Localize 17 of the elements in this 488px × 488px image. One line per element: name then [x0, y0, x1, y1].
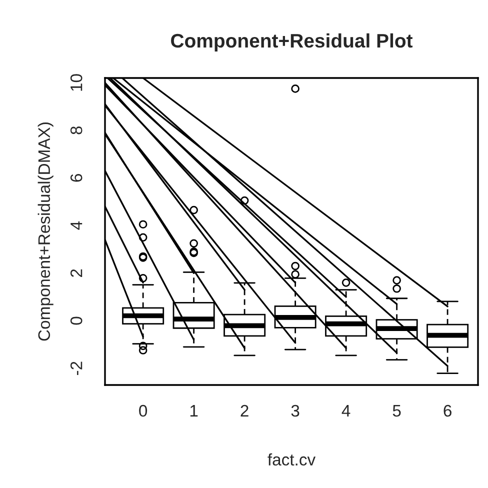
x-tick-label: 3 [291, 404, 300, 417]
chart-title: Component+Residual Plot [171, 33, 413, 52]
y-tick-label: 6 [70, 174, 82, 182]
x-tick-label: 2 [240, 404, 248, 417]
y-axis-title: Component+Residual(DMAX) [38, 122, 54, 341]
x-tick-label: 0 [139, 404, 148, 417]
y-tick-label: 8 [70, 126, 82, 134]
x-tick-label: 5 [392, 405, 401, 417]
y-tick-label: 4 [70, 221, 82, 230]
y-tick-label: -2 [70, 362, 82, 376]
y-tick-label: 0 [70, 316, 82, 325]
x-axis-title: fact.cv [268, 453, 316, 466]
x-tick-label: 6 [444, 404, 452, 417]
y-tick-label: 10 [70, 74, 82, 91]
y-tick-label: 2 [70, 269, 82, 277]
x-tick-label: 4 [342, 405, 350, 417]
x-tick-label: 1 [190, 405, 198, 417]
